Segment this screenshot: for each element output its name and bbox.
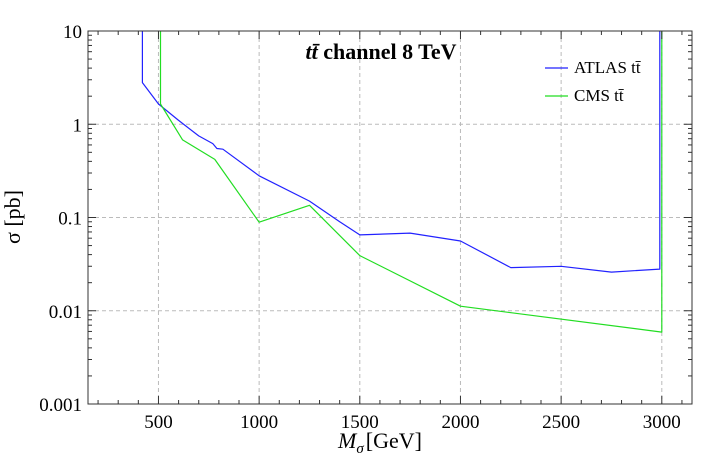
grid [88,31,692,404]
series-layer [141,31,663,333]
x-tick-label: 2500 [542,412,580,433]
y-tick-label: 10 [63,22,82,43]
tick-labels: 500 1000 1500 2000 2500 3000 0.001 0.01 0.1 1 10 [39,22,681,433]
x-axis-label: Mσ[GeV] [337,428,422,457]
x-tick-label: 1000 [240,412,278,433]
y-tick-label: 0.1 [58,209,82,230]
legend-label: CMS tt̄ [574,86,624,105]
x-axis-unit: [GeV] [366,428,422,453]
series-line-atlas [141,31,661,273]
y-tick-label: 0.01 [49,302,82,323]
title-lead: t [305,39,312,64]
x-axis-symbol: M [337,428,358,453]
x-tick-label: 500 [144,412,173,433]
x-tick-label: 2000 [441,412,479,433]
x-tick-label: 3000 [643,412,681,433]
x-tick-label: 1500 [341,412,379,433]
legend-label: ATLAS tt̄ [574,58,641,77]
x-axis-subscript: σ [356,441,364,457]
title-rest: channel 8 TeV [318,39,457,64]
y-axis-label: σ [pb] [0,190,25,244]
series-line-cms [159,31,663,333]
title-tbar: t̄ [312,39,321,64]
chart-title: tt̄ channel 8 TeV [305,39,456,64]
y-tick-label: 1 [73,115,83,136]
y-tick-label: 0.001 [39,395,82,416]
axis-ticks [88,30,692,405]
legend: ATLAS tt̄ CMS tt̄ [545,58,641,105]
